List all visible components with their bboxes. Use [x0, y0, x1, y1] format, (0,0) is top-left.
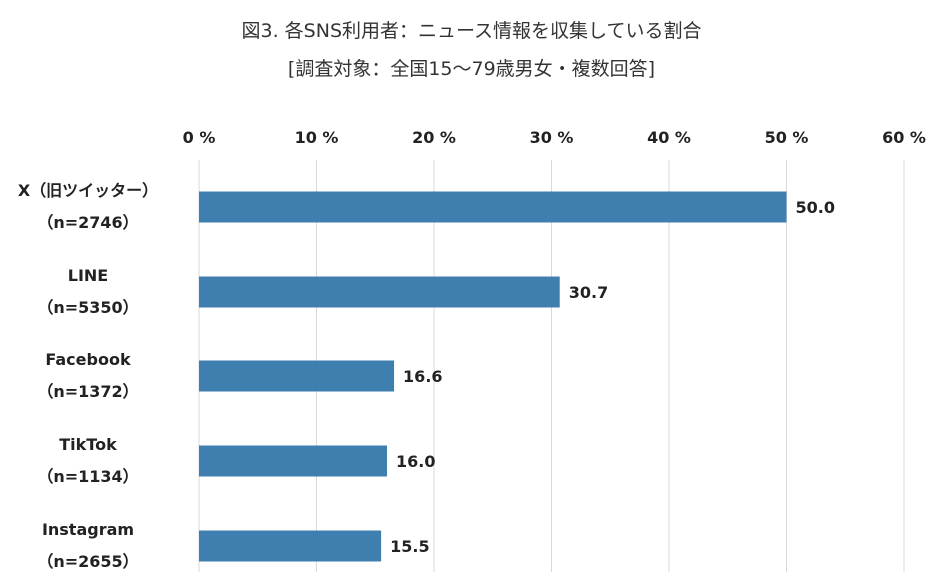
category-sample-size: （n=2655） [37, 552, 138, 571]
category-sample-size: （n=5350） [37, 298, 138, 317]
bar [199, 361, 394, 392]
category-label: LINE [68, 266, 108, 285]
x-tick-label: 10 % [295, 128, 339, 147]
x-tick-label: 60 % [882, 128, 926, 147]
category-label: X（旧ツイッター） [18, 181, 158, 200]
category-label: Facebook [45, 350, 131, 369]
x-tick-label: 0 % [183, 128, 216, 147]
data-label: 16.6 [403, 367, 442, 386]
category-label: TikTok [59, 435, 117, 454]
bar [199, 446, 387, 477]
data-label: 15.5 [390, 537, 429, 556]
x-tick-label: 40 % [647, 128, 691, 147]
category-label: Instagram [42, 520, 134, 539]
x-tick-label: 50 % [765, 128, 809, 147]
bar [199, 277, 560, 308]
data-label: 30.7 [569, 283, 608, 302]
bar [199, 531, 381, 562]
bar [199, 192, 787, 223]
data-label: 16.0 [396, 452, 435, 471]
data-label: 50.0 [796, 198, 835, 217]
category-sample-size: （n=1134） [37, 467, 138, 486]
category-sample-size: （n=2746） [37, 213, 138, 232]
x-tick-label: 20 % [412, 128, 456, 147]
x-tick-label: 30 % [530, 128, 574, 147]
bar-chart: 0 % 10 % 20 % 30 % 40 % 50 % 60 % 50.0 X（旧ツイッター）… [0, 0, 943, 572]
category-sample-size: （n=1372） [37, 382, 138, 401]
